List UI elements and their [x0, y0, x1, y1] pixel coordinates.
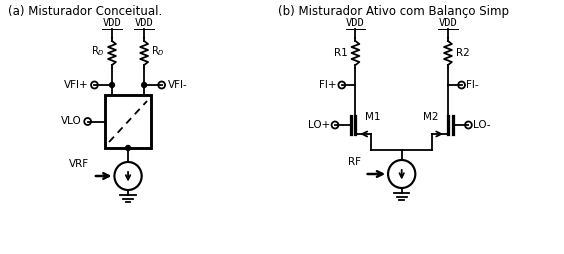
- Circle shape: [126, 146, 130, 151]
- Text: VDD: VDD: [103, 18, 121, 28]
- Text: R2: R2: [456, 48, 469, 58]
- Text: M2: M2: [422, 112, 438, 122]
- Text: M1: M1: [365, 112, 381, 122]
- Circle shape: [109, 83, 114, 87]
- Text: (b) Misturador Ativo com Balanço Simp: (b) Misturador Ativo com Balanço Simp: [277, 6, 509, 19]
- Text: R$_D$: R$_D$: [151, 44, 165, 58]
- Text: VFI+: VFI+: [64, 80, 89, 90]
- Text: VDD: VDD: [439, 18, 457, 28]
- Circle shape: [142, 83, 147, 87]
- Text: R1: R1: [334, 48, 347, 58]
- Text: VDD: VDD: [346, 18, 365, 28]
- Text: LO+: LO+: [308, 120, 330, 130]
- Bar: [105, 95, 151, 148]
- Text: LO-: LO-: [473, 120, 491, 130]
- Text: VFI-: VFI-: [168, 80, 187, 90]
- Text: (a) Misturador Conceitual.: (a) Misturador Conceitual.: [8, 6, 162, 19]
- Text: FI+: FI+: [319, 80, 337, 90]
- Text: RF: RF: [348, 157, 361, 167]
- Text: R$_D$: R$_D$: [91, 44, 105, 58]
- Text: VLO: VLO: [61, 117, 82, 126]
- Text: VDD: VDD: [135, 18, 153, 28]
- Text: VRF: VRF: [69, 159, 89, 169]
- Text: FI-: FI-: [466, 80, 479, 90]
